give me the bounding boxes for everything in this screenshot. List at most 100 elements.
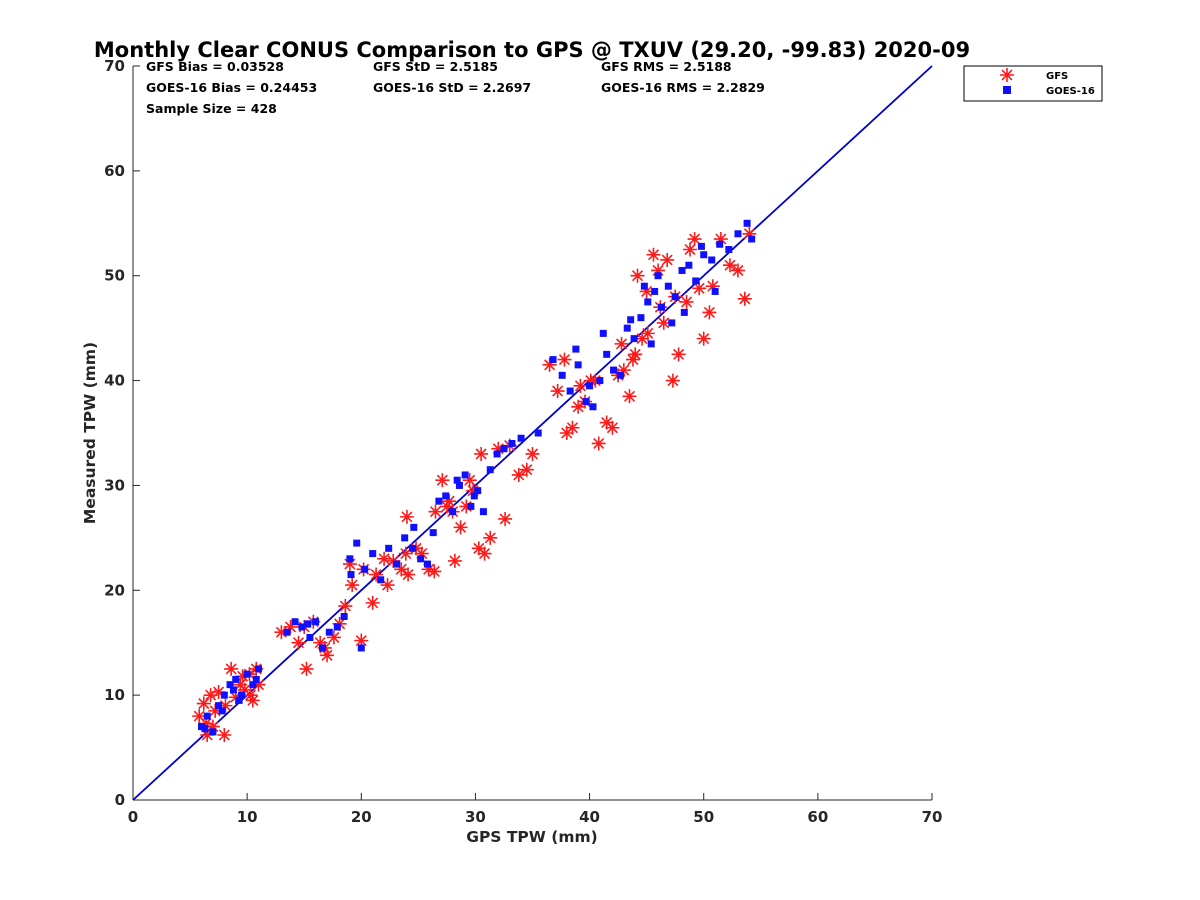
- gfs-point: [274, 625, 289, 640]
- goes-point: [409, 544, 417, 552]
- gfs-point: [442, 494, 457, 509]
- gfs-point: [377, 551, 392, 566]
- goes-point: [442, 492, 450, 500]
- goes-point: [461, 471, 469, 479]
- gfs-point: [665, 373, 680, 388]
- gfs-point: [565, 420, 580, 435]
- goes-point: [203, 712, 211, 720]
- y-tick-label: 40: [104, 372, 125, 390]
- goes-point: [435, 497, 443, 505]
- gfs-point: [491, 441, 506, 456]
- goes-point: [508, 439, 516, 447]
- gfs-point: [630, 268, 645, 283]
- gfs-point: [205, 719, 220, 734]
- goes-point: [685, 261, 693, 269]
- goes-point: [644, 298, 652, 306]
- gfs-series: [192, 226, 757, 742]
- goes-point: [668, 319, 676, 327]
- gfs-point: [365, 595, 380, 610]
- goes-point: [616, 371, 624, 379]
- gfs-point: [683, 242, 698, 257]
- gfs-point: [550, 384, 565, 399]
- goes-point: [298, 623, 306, 631]
- gfs-point: [639, 284, 654, 299]
- goes-point: [455, 481, 463, 489]
- gfs-point: [338, 599, 353, 614]
- gfs-point: [742, 226, 757, 241]
- goes-point: [708, 256, 716, 264]
- gfs-point: [196, 696, 211, 711]
- goes-point: [312, 618, 320, 626]
- gfs-point: [421, 562, 436, 577]
- goes-point: [393, 560, 401, 568]
- legend-goes-label: GOES-16: [1046, 86, 1095, 97]
- gfs-point: [557, 352, 572, 367]
- legend-goes-marker: [1003, 86, 1011, 94]
- x-tick-label: 30: [465, 808, 486, 826]
- gfs-point: [722, 258, 737, 273]
- goes-point: [467, 502, 475, 510]
- gfs-point: [616, 363, 631, 378]
- goes-point: [623, 324, 631, 332]
- gfs-point: [439, 499, 454, 514]
- gfs-point: [462, 473, 477, 488]
- gfs-point: [369, 567, 384, 582]
- goes-point: [333, 623, 341, 631]
- gfs-point: [453, 520, 468, 535]
- legend: GFS GOES-16: [963, 65, 1103, 102]
- goes-point: [748, 235, 756, 243]
- gfs-point: [211, 684, 226, 699]
- gfs-point: [591, 436, 606, 451]
- gfs-point: [466, 483, 481, 498]
- gfs-point: [599, 415, 614, 430]
- y-tick-label: 30: [104, 476, 125, 494]
- goes-point: [680, 308, 688, 316]
- gfs-point: [474, 446, 489, 461]
- goes-point: [647, 340, 655, 348]
- gfs-point: [628, 347, 643, 362]
- gfs-point: [224, 661, 239, 676]
- goes-point: [201, 725, 209, 733]
- goes-point: [306, 633, 314, 641]
- gfs-point: [243, 688, 258, 703]
- gfs-point: [646, 247, 661, 262]
- goes-point: [493, 450, 501, 458]
- gfs-point: [622, 389, 637, 404]
- goes-point: [401, 534, 409, 542]
- gfs-point: [237, 682, 252, 697]
- gfs-point: [199, 716, 214, 731]
- chart-title: Monthly Clear CONUS Comparison to GPS @ …: [94, 38, 970, 62]
- gfs-point: [398, 546, 413, 561]
- goes-point: [692, 277, 700, 285]
- goes-point: [599, 329, 607, 337]
- goes-point: [369, 550, 377, 558]
- goes-point: [252, 675, 260, 683]
- gfs-point: [588, 373, 603, 388]
- gfs-point: [471, 541, 486, 556]
- gfs-point: [291, 635, 306, 650]
- goes-point: [304, 620, 312, 628]
- y-tick-label: 50: [104, 267, 125, 285]
- gfs-point: [635, 331, 650, 346]
- gfs-point: [519, 462, 534, 477]
- goes-point: [627, 316, 635, 324]
- gfs-point: [428, 504, 443, 519]
- gfs-point: [208, 703, 223, 718]
- goes-point: [586, 382, 594, 390]
- gfs-point: [477, 546, 492, 561]
- goes-point: [346, 555, 354, 563]
- goes-point: [410, 523, 418, 531]
- goes-point: [678, 266, 686, 274]
- legend-gfs-marker: [1000, 68, 1014, 82]
- axes: [132, 66, 932, 801]
- y-tick-label: 60: [104, 162, 125, 180]
- goes-point: [429, 529, 437, 537]
- gfs-point: [605, 420, 620, 435]
- goes-point: [558, 371, 566, 379]
- goes-point: [697, 242, 705, 250]
- gfs-point: [511, 467, 526, 482]
- goes-point: [549, 356, 557, 364]
- gfs-point: [192, 709, 207, 724]
- goes-point: [470, 492, 478, 500]
- goes-point: [637, 314, 645, 322]
